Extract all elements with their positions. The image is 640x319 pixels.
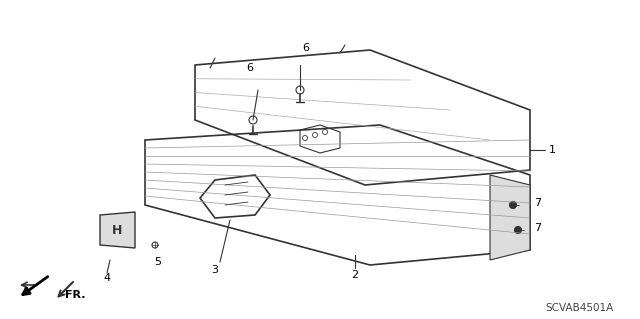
Text: 4: 4 bbox=[104, 273, 111, 283]
Polygon shape bbox=[100, 212, 135, 248]
Text: FR.: FR. bbox=[65, 290, 86, 300]
Text: 7: 7 bbox=[534, 198, 541, 208]
Text: H: H bbox=[112, 224, 122, 236]
Text: 6: 6 bbox=[246, 63, 253, 73]
Text: 7: 7 bbox=[534, 223, 541, 233]
Text: 5: 5 bbox=[154, 257, 161, 267]
Polygon shape bbox=[490, 175, 530, 260]
Circle shape bbox=[515, 226, 522, 234]
Text: 2: 2 bbox=[351, 270, 358, 280]
Text: 1: 1 bbox=[548, 145, 556, 155]
Text: SCVAB4501A: SCVAB4501A bbox=[546, 303, 614, 313]
Text: 6: 6 bbox=[303, 43, 310, 53]
Circle shape bbox=[509, 202, 516, 209]
Text: 3: 3 bbox=[211, 265, 218, 275]
